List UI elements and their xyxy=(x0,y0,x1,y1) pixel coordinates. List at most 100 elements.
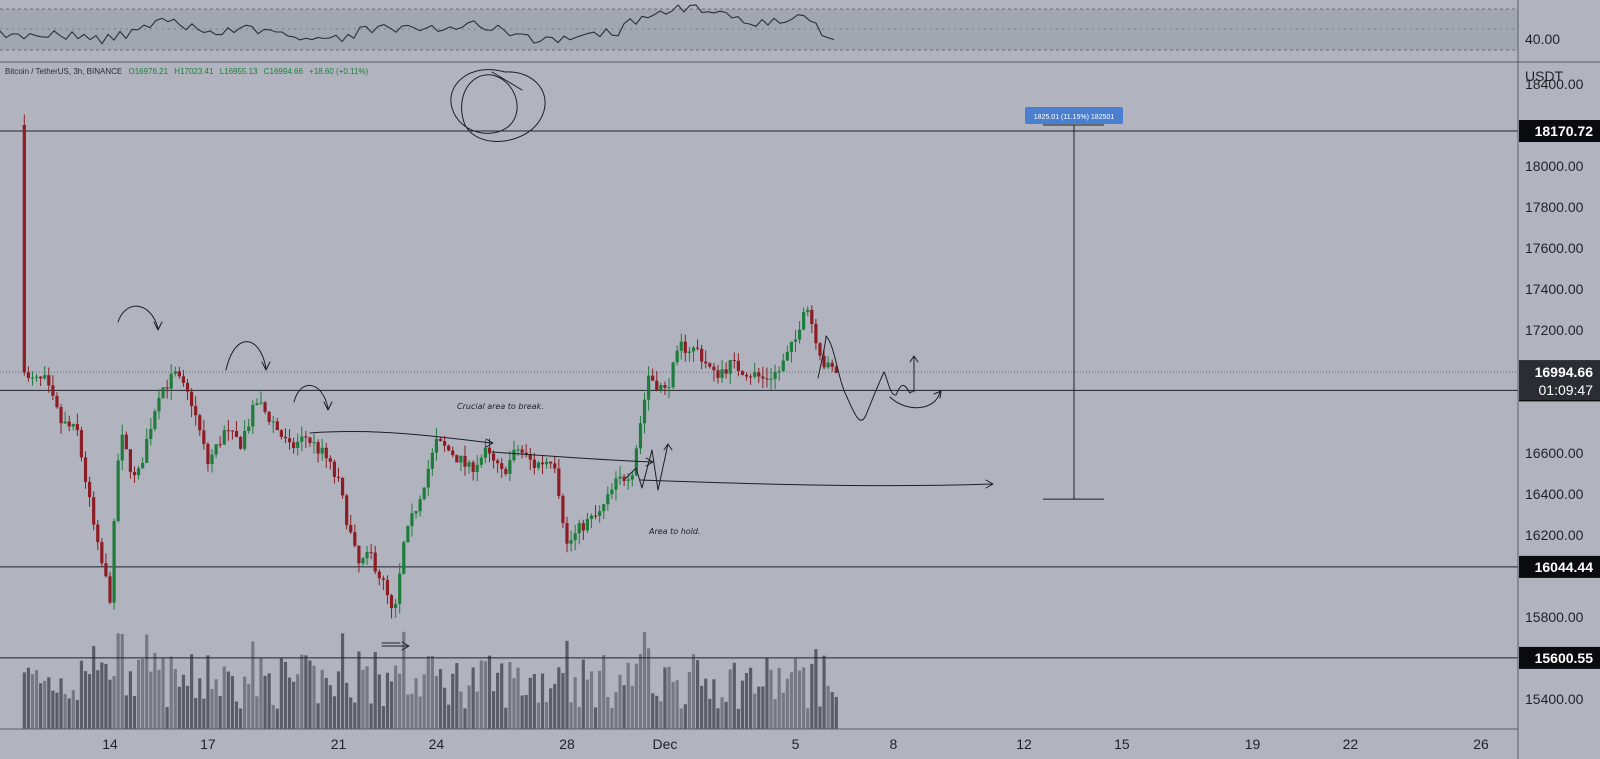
candle-body xyxy=(132,471,137,476)
volume-bar xyxy=(349,697,353,729)
candle-body xyxy=(263,402,267,412)
volume-bar xyxy=(87,674,92,729)
note-crucial-area: Crucial area to break. xyxy=(457,402,544,411)
volume-bar xyxy=(394,665,398,729)
candle-body xyxy=(243,430,247,449)
candle-body xyxy=(398,573,402,604)
candle-body xyxy=(528,454,532,460)
volume-bar xyxy=(55,692,59,729)
volume-bar xyxy=(589,671,594,729)
candle-body xyxy=(504,468,508,474)
volume-bar xyxy=(63,693,67,729)
arc-arrow-2 xyxy=(225,341,271,371)
volume-bar xyxy=(410,693,414,729)
volume-bar xyxy=(336,671,341,729)
candle-body xyxy=(320,447,324,454)
volume-bar xyxy=(210,689,214,729)
volume-histogram xyxy=(22,631,838,729)
volume-bar xyxy=(259,658,263,729)
volume-bar xyxy=(426,655,430,729)
volume-bar xyxy=(753,693,757,729)
candle-body xyxy=(128,449,133,472)
volume-bar xyxy=(463,708,467,729)
candle-body xyxy=(434,438,439,453)
candle-body xyxy=(279,430,283,437)
volume-bar xyxy=(536,702,541,729)
volume-bar xyxy=(206,655,210,729)
volume-bar xyxy=(602,655,606,729)
candle-body xyxy=(87,481,92,498)
volume-bar xyxy=(593,707,598,729)
volume-bar xyxy=(34,670,39,729)
candle-body xyxy=(157,397,161,412)
volume-bar xyxy=(557,667,561,729)
candle-body xyxy=(483,447,487,458)
candle-body xyxy=(165,387,169,389)
candle-body xyxy=(581,523,585,531)
candle-countdown: 01:09:47 xyxy=(1539,382,1594,398)
candle-body xyxy=(116,460,120,522)
volume-bar xyxy=(181,674,186,729)
volume-bar xyxy=(406,694,410,729)
candle-body xyxy=(679,341,683,351)
volume-bar xyxy=(324,678,328,729)
volume-bar xyxy=(659,701,663,729)
legend-open: O16976.21 xyxy=(128,67,168,76)
volume-bar xyxy=(830,692,834,729)
candle-body xyxy=(214,444,218,455)
candle-body xyxy=(753,372,757,377)
price-tick-label: 16600.00 xyxy=(1525,445,1584,461)
volume-bar xyxy=(524,694,528,729)
volume-bar xyxy=(169,656,173,729)
candle-body xyxy=(124,434,128,450)
candle-body xyxy=(385,579,390,596)
volume-bar xyxy=(695,660,700,729)
volume-bar xyxy=(340,633,345,729)
volume-bar xyxy=(328,685,332,729)
volume-bar xyxy=(642,632,647,729)
candle-body xyxy=(112,521,116,603)
price-axis-ticks[interactable]: 18400.00 18000.00 17800.00 17600.00 17400.00… xyxy=(1525,76,1584,707)
volume-bar xyxy=(345,682,349,729)
candle-body xyxy=(316,442,320,454)
candle-body xyxy=(634,448,638,476)
time-axis-ticks[interactable]: 14 17 21 24 28 Dec 5 8 12 15 19 22 26 xyxy=(102,736,1489,752)
candle-body xyxy=(108,576,112,603)
volume-bar xyxy=(442,687,447,729)
price-tick-label: 15400.00 xyxy=(1525,691,1584,707)
volume-bar xyxy=(312,665,316,729)
volume-bar xyxy=(638,654,643,729)
volume-bar xyxy=(104,663,108,729)
volume-bar xyxy=(112,676,116,729)
price-range-measure[interactable]: 1825.01 (11.15%) 182501 xyxy=(1025,107,1123,500)
candle-body xyxy=(234,431,239,437)
measure-label-bg xyxy=(1025,107,1123,124)
volume-bar xyxy=(573,677,577,729)
candle-body xyxy=(410,513,414,526)
candle-body xyxy=(153,411,157,429)
volume-bar xyxy=(422,674,426,729)
volume-bar xyxy=(96,670,100,729)
price-badge-label: 15600.55 xyxy=(1535,650,1594,666)
candle-body xyxy=(712,366,716,371)
candle-body xyxy=(585,518,590,531)
time-tick-label: 17 xyxy=(200,736,216,752)
volume-bar xyxy=(92,646,96,729)
time-tick-label: 14 xyxy=(102,736,118,752)
time-tick-label: 21 xyxy=(331,736,347,752)
candle-body xyxy=(834,366,838,373)
candle-body xyxy=(598,511,602,516)
volume-bar xyxy=(190,654,194,729)
price-tick-label: 18000.00 xyxy=(1525,158,1584,174)
volume-bar xyxy=(618,674,622,729)
volume-bar xyxy=(332,696,337,729)
volume-bar xyxy=(818,706,822,729)
candle-body xyxy=(814,323,818,344)
volume-bar xyxy=(528,677,532,729)
candle-body xyxy=(451,450,455,456)
candle-body xyxy=(353,532,357,546)
time-tick-label: 26 xyxy=(1473,736,1489,752)
candle-body xyxy=(67,421,71,427)
volume-bar xyxy=(773,698,777,729)
